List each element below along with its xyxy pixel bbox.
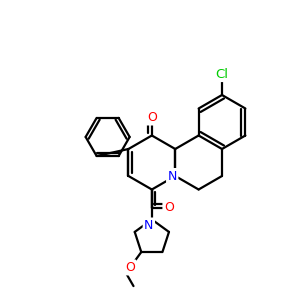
Text: O: O — [125, 261, 135, 274]
Text: Cl: Cl — [215, 68, 229, 80]
Text: O: O — [164, 201, 174, 214]
Text: N: N — [167, 169, 177, 182]
Text: O: O — [147, 111, 157, 124]
Text: N: N — [144, 219, 154, 232]
